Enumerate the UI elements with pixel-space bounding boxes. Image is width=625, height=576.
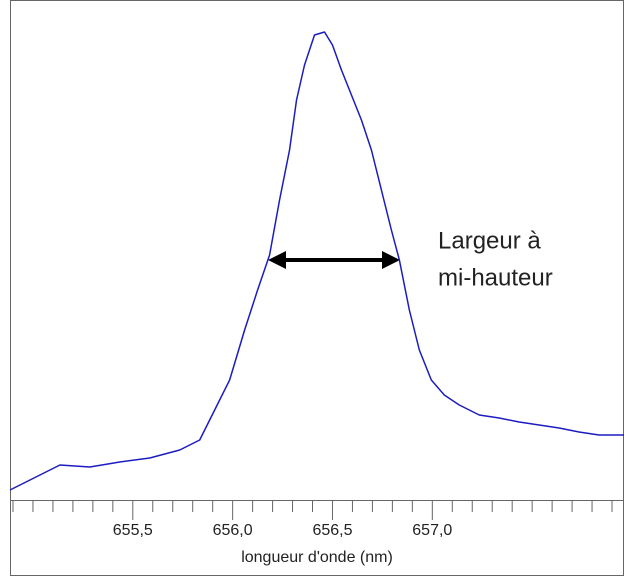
x-tick-label: 657,0: [412, 522, 452, 539]
fwhm-arrow: [268, 251, 400, 269]
spectrum-line: [9, 31, 624, 491]
x-tick-label: 655,5: [113, 522, 153, 539]
annotation: Largeur à: [438, 227, 541, 254]
x-tick-label: 656,0: [213, 522, 253, 539]
x-axis-title: longueur d'onde (nm): [241, 549, 393, 566]
annotation: mi-hauteur: [438, 264, 553, 291]
x-tick-label: 656,5: [312, 522, 352, 539]
